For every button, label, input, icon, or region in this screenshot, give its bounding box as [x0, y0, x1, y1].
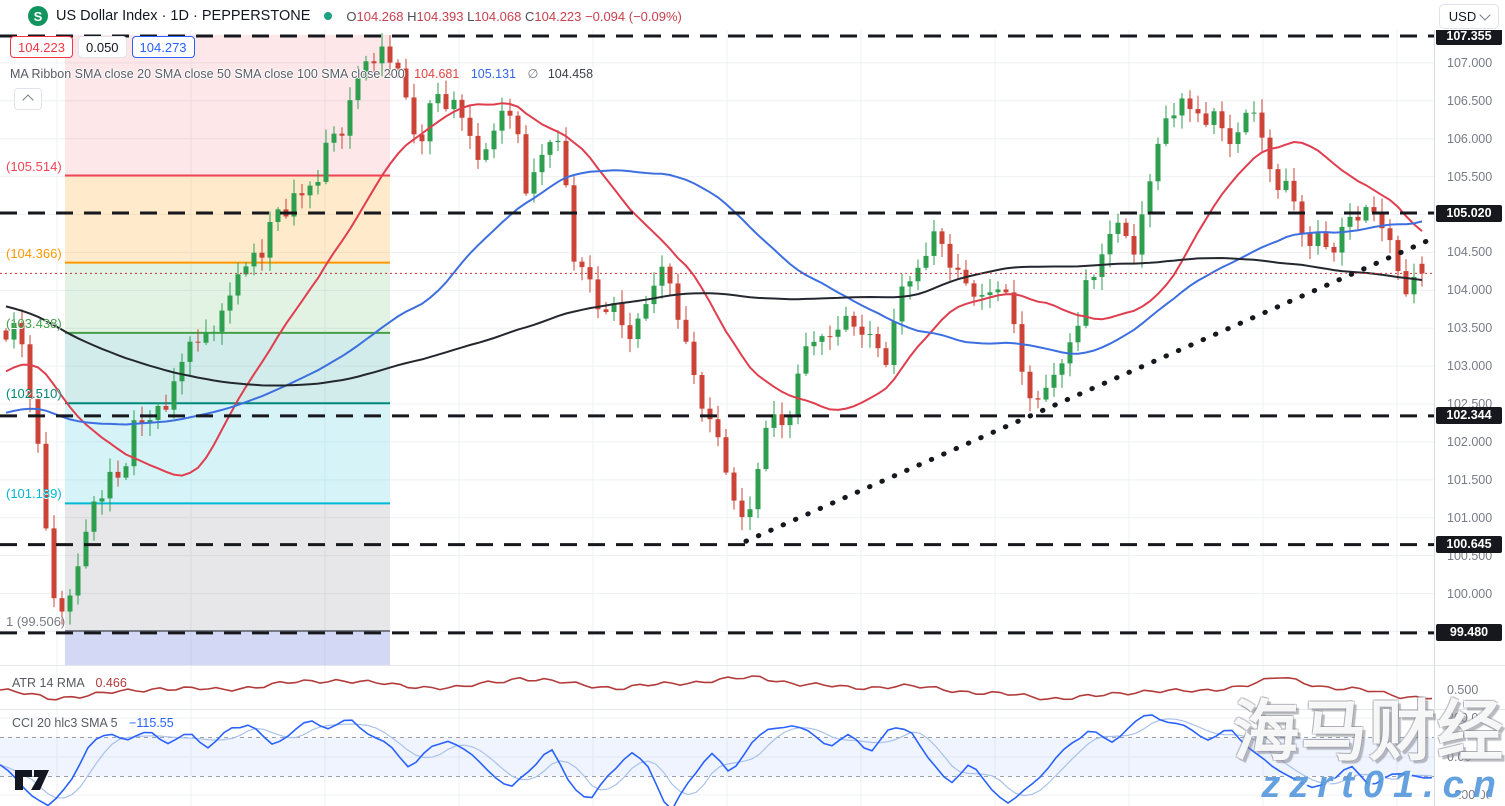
price-tick-label: 104.000 — [1447, 283, 1493, 298]
cci-tick-label: 200.00 — [1447, 711, 1486, 725]
level-price-label: 100.645 — [1436, 536, 1502, 554]
price-tick-label: 101.000 — [1447, 510, 1493, 525]
price-tick-label: 104.500 — [1447, 245, 1493, 260]
level-price-label: 105.020 — [1436, 204, 1502, 222]
ohlc-values: O104.268 H104.393 L104.068 C104.223 −0.0… — [346, 9, 682, 24]
gridlines — [0, 28, 1434, 806]
low-prefix: L — [467, 8, 475, 24]
level-price-label: 102.344 — [1436, 407, 1502, 425]
fib-level-label: 1 (99.506) — [6, 613, 66, 629]
fib-retracement — [65, 34, 390, 665]
low-value: 104.068 — [474, 8, 522, 24]
symbol-title[interactable]: US Dollar Index · 1D · PEPPERSTONE — [56, 8, 311, 24]
cci-label: CCI 20 hlc3 SMA 5 — [12, 716, 118, 730]
axis-border — [1434, 0, 1435, 806]
fib-level-label: (101.189) — [6, 486, 62, 502]
atr-indicator-legend[interactable]: ATR 14 RMA 0.466 — [12, 676, 127, 690]
close-prefix: C — [525, 8, 535, 24]
atr-label: ATR 14 RMA — [12, 676, 85, 690]
change-value: −0.094 (−0.09%) — [585, 8, 682, 24]
cci-tick-label: 0.00 — [1447, 750, 1472, 764]
chevron-down-icon — [1479, 9, 1491, 21]
chevron-up-icon — [22, 94, 34, 106]
currency-label: USD — [1448, 9, 1477, 24]
cci-indicator-legend[interactable]: CCI 20 hlc3 SMA 5 −115.55 — [12, 716, 174, 730]
level-price-label: 99.480 — [1436, 624, 1502, 642]
ma-ribbon-label: MA Ribbon SMA close 20 SMA close 50 SMA … — [10, 67, 405, 81]
price-tick-label: 102.000 — [1447, 434, 1493, 449]
open-value: 104.268 — [356, 8, 404, 24]
high-value: 104.393 — [416, 8, 464, 24]
ma-average-value: 104.458 — [547, 67, 594, 81]
open-prefix: O — [346, 8, 357, 24]
ma-average-symbol: ∅ — [527, 67, 539, 81]
pane-separator-atr[interactable] — [0, 665, 1505, 666]
level-price-label: 107.355 — [1436, 27, 1502, 45]
ma-value-sma20: 104.681 — [414, 67, 460, 81]
currency-selector[interactable]: USD — [1439, 4, 1499, 29]
price-tick-label: 103.000 — [1447, 359, 1493, 374]
price-tick-label: 106.500 — [1447, 93, 1493, 108]
price-axis[interactable] — [1435, 0, 1505, 806]
fib-level-label: (102.510) — [6, 386, 62, 402]
fib-level-label: (103.438) — [6, 315, 62, 331]
price-tick-label: 107.000 — [1447, 55, 1493, 70]
cci-tick-label: −200.00 — [1447, 788, 1493, 802]
sell-button[interactable]: 104.223 — [10, 36, 73, 58]
close-value: 104.223 — [534, 8, 582, 24]
support-resistance-levels — [0, 34, 1434, 635]
symbol-logo-icon: S — [28, 6, 48, 26]
price-tick-label: 101.500 — [1447, 472, 1493, 487]
buy-sell-widget: 104.223 0.050 104.273 — [10, 36, 195, 58]
price-tick-label: 106.000 — [1447, 131, 1493, 146]
top-toolbar: S US Dollar Index · 1D · PEPPERSTONE O10… — [0, 0, 1505, 30]
candles — [3, 33, 1425, 625]
dotted-trendline — [743, 236, 1434, 544]
atr-value: 0.466 — [95, 676, 127, 690]
high-prefix: H — [407, 8, 417, 24]
ma-ribbon-legend[interactable]: MA Ribbon SMA close 20 SMA close 50 SMA … — [10, 66, 593, 81]
fib-level-label: (105.514) — [6, 158, 62, 174]
spread-value: 0.050 — [78, 36, 127, 58]
tradingview-logo[interactable] — [14, 768, 52, 797]
pane-separator-cci[interactable] — [0, 709, 1505, 710]
price-tick-label: 105.500 — [1447, 169, 1493, 184]
market-open-dot-icon — [324, 12, 333, 20]
cci-pane — [0, 714, 1434, 806]
ma-ribbon-lines — [5, 102, 1423, 477]
price-tick-label: 100.000 — [1447, 586, 1493, 601]
atr-tick-label: 0.500 — [1447, 683, 1479, 697]
atr-pane — [0, 675, 1433, 701]
ma-value-sma50: 105.131 — [470, 67, 516, 81]
fib-level-label: (104.366) — [6, 245, 62, 261]
symbol-row[interactable]: S US Dollar Index · 1D · PEPPERSTONE O10… — [28, 5, 682, 27]
price-tick-label: 103.500 — [1447, 321, 1493, 336]
collapse-legend-button[interactable] — [14, 88, 42, 110]
cci-value: −115.55 — [129, 716, 174, 730]
buy-button[interactable]: 104.273 — [131, 36, 195, 58]
